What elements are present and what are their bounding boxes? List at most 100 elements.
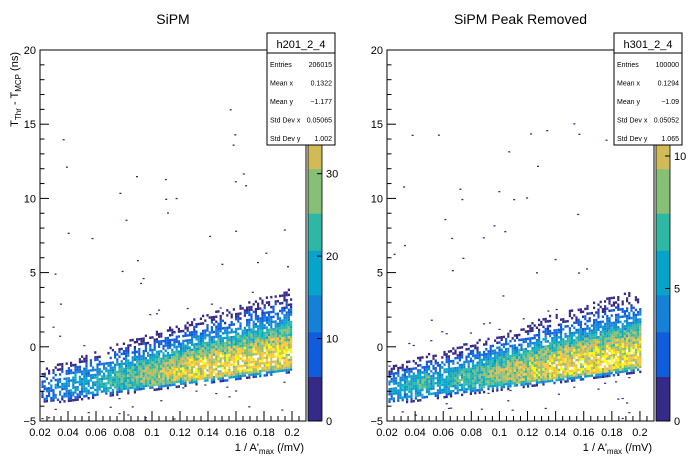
heatmap-cell: [254, 365, 257, 368]
heatmap-cell: [419, 374, 422, 377]
heatmap-cell: [423, 366, 426, 369]
heatmap-cell: [221, 342, 224, 345]
heatmap-cell: [538, 381, 541, 384]
heatmap-cell: [144, 347, 147, 350]
heatmap-cell: [127, 376, 130, 380]
heatmap-cell: [204, 369, 207, 372]
heatmap-cell: [502, 350, 505, 354]
heatmap-cell: [105, 367, 108, 370]
heatmap-cell: [639, 328, 642, 331]
heatmap-cell: [432, 379, 435, 383]
color-scale-step: [656, 250, 670, 259]
heatmap-cell: [257, 370, 260, 373]
heatmap-cell: [274, 335, 277, 338]
heatmap-cell: [129, 384, 132, 387]
heatmap-cell: [254, 322, 257, 326]
heatmap-cell: [505, 365, 508, 368]
heatmap-cell: [630, 351, 633, 355]
heatmap-cell: [107, 369, 110, 372]
heatmap-cell: [575, 343, 578, 347]
heatmap-cell: [147, 369, 150, 372]
heatmap-cell: [615, 368, 618, 372]
heatmap-cell: [487, 337, 490, 341]
heatmap-cell: [188, 368, 191, 372]
heatmap-cell: [290, 308, 293, 311]
heatmap-cell: [215, 365, 218, 368]
heatmap-cell: [120, 365, 123, 368]
heatmap-cell: [230, 336, 233, 339]
heatmap-cell: [182, 364, 185, 368]
heatmap-cell: [421, 376, 424, 379]
heatmap-cell: [623, 337, 626, 341]
heatmap-cell: [155, 330, 158, 334]
heatmap-cell: [604, 350, 607, 353]
heatmap-cell: [281, 344, 284, 347]
heatmap-cell: [549, 334, 552, 338]
heatmap-cell: [217, 357, 220, 361]
heatmap-cell: [458, 383, 461, 387]
heatmap-cell: [208, 346, 211, 349]
heatmap-cell: [246, 349, 249, 352]
heatmap-cell: [217, 345, 220, 348]
y-tick-label: 20: [24, 45, 36, 57]
heatmap-cell: [511, 349, 514, 353]
heatmap-cell: [571, 334, 574, 337]
heatmap-cell: [175, 348, 178, 351]
heatmap-cell: [630, 356, 633, 360]
heatmap-cell: [149, 354, 152, 357]
heatmap-cell: [566, 357, 569, 360]
heatmap-cell: [511, 354, 514, 358]
heatmap-cell: [171, 381, 174, 384]
heatmap-cell: [436, 374, 439, 377]
heatmap-cell: [276, 335, 279, 338]
heatmap-cell: [606, 322, 609, 325]
heatmap-cell: [441, 361, 444, 364]
heatmap-cell: [120, 380, 123, 383]
heatmap-cell: [210, 351, 213, 354]
heatmap-cell: [276, 342, 279, 345]
heatmap-cell: [621, 345, 624, 348]
heatmap-cell: [206, 349, 209, 352]
heatmap-cell: [634, 366, 637, 369]
heatmap-cell: [478, 371, 481, 374]
heatmap-cell: [164, 354, 167, 357]
heatmap-cell: [443, 378, 446, 381]
heatmap-cell: [213, 318, 216, 321]
heatmap-cell: [434, 377, 437, 380]
heatmap-cell: [628, 339, 631, 342]
heatmap-cell: [502, 345, 505, 349]
heatmap-cell: [634, 313, 637, 317]
heatmap-cell: [270, 350, 273, 354]
heatmap-cell: [637, 318, 640, 321]
heatmap-cell: [599, 368, 602, 371]
heatmap-cell: [500, 353, 503, 356]
heatmap-cell: [615, 351, 618, 354]
heatmap-cell: [531, 374, 534, 377]
heatmap-cell: [136, 176, 138, 178]
heatmap-cell: [144, 377, 147, 380]
heatmap-cell: [98, 368, 101, 371]
heatmap-cell: [617, 328, 620, 331]
heatmap-cell: [285, 336, 288, 339]
heatmap-cell: [215, 328, 218, 331]
heatmap-cell: [246, 366, 249, 369]
heatmap-cell: [524, 367, 527, 371]
heatmap-cell: [533, 371, 536, 375]
heatmap-cell: [122, 352, 125, 355]
heatmap-cell: [467, 377, 470, 381]
heatmap-cell: [553, 341, 556, 345]
heatmap-cell: [518, 358, 521, 362]
heatmap-cell: [419, 389, 422, 392]
heatmap-cell: [283, 331, 286, 335]
heatmap-cell: [483, 383, 486, 386]
heatmap-cell: [612, 296, 615, 299]
heatmap-cell: [283, 316, 286, 320]
heatmap-cell: [529, 344, 532, 348]
heatmap-cell: [116, 353, 119, 356]
heatmap-cell: [193, 345, 196, 349]
heatmap-cell: [96, 355, 99, 359]
heatmap-cell: [285, 363, 288, 367]
heatmap-cell: [235, 375, 238, 378]
heatmap-cell: [491, 349, 494, 353]
heatmap-cell: [191, 353, 194, 357]
